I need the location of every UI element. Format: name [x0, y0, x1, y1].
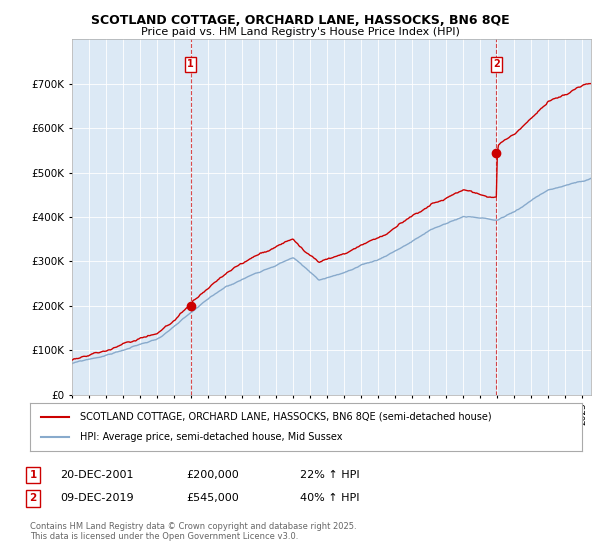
Text: 22% ↑ HPI: 22% ↑ HPI	[300, 470, 359, 480]
Text: 40% ↑ HPI: 40% ↑ HPI	[300, 493, 359, 503]
Text: Contains HM Land Registry data © Crown copyright and database right 2025.
This d: Contains HM Land Registry data © Crown c…	[30, 522, 356, 542]
Text: 20-DEC-2001: 20-DEC-2001	[60, 470, 133, 480]
Text: 1: 1	[187, 59, 194, 69]
Text: 09-DEC-2019: 09-DEC-2019	[60, 493, 134, 503]
Text: HPI: Average price, semi-detached house, Mid Sussex: HPI: Average price, semi-detached house,…	[80, 432, 342, 442]
Text: £200,000: £200,000	[186, 470, 239, 480]
Text: 1: 1	[29, 470, 37, 480]
Text: Price paid vs. HM Land Registry's House Price Index (HPI): Price paid vs. HM Land Registry's House …	[140, 27, 460, 37]
Text: 2: 2	[493, 59, 500, 69]
Text: 2: 2	[29, 493, 37, 503]
Text: £545,000: £545,000	[186, 493, 239, 503]
Text: SCOTLAND COTTAGE, ORCHARD LANE, HASSOCKS, BN6 8QE: SCOTLAND COTTAGE, ORCHARD LANE, HASSOCKS…	[91, 14, 509, 27]
Text: SCOTLAND COTTAGE, ORCHARD LANE, HASSOCKS, BN6 8QE (semi-detached house): SCOTLAND COTTAGE, ORCHARD LANE, HASSOCKS…	[80, 412, 491, 422]
